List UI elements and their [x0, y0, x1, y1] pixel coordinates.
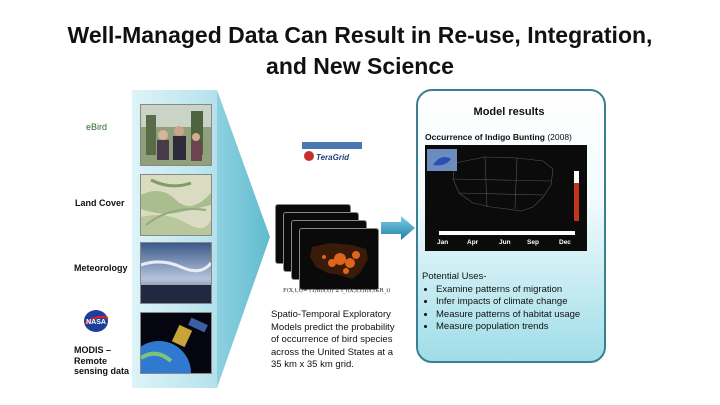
month-axis: Jan Apr Jun Sep Dec: [437, 239, 577, 249]
label-ebird: eBird: [86, 122, 108, 132]
svg-text:TeraGrid: TeraGrid: [316, 153, 350, 162]
panel-title: Model results: [473, 106, 545, 118]
occurrence-year: (2008): [544, 132, 572, 142]
occurrence-species: Occurrence of Indigo Bunting: [425, 132, 545, 142]
month-label: Jun: [499, 239, 511, 246]
month-label: Dec: [559, 239, 571, 246]
model-formula: F(X,t,t)= (1/n(s,t)) Σ f_i(X,s,t)I(s,t∈R…: [283, 288, 391, 294]
meteorology-photo: [140, 242, 212, 304]
svg-text:NASA: NASA: [86, 319, 106, 326]
label-modis: MODIS – Remote sensing data: [74, 345, 130, 376]
title-line-1: Well-Managed Data Can Result in Re-use, …: [67, 22, 653, 48]
month-label: Sep: [527, 239, 539, 246]
modis-satellite-image: [140, 312, 212, 374]
occurrence-map: [425, 145, 587, 251]
label-land-cover: Land Cover: [75, 198, 125, 208]
right-arrow-icon: [381, 216, 415, 240]
land-cover-map: [140, 174, 212, 236]
model-map-front: [299, 228, 379, 290]
teragrid-logo: TeraGrid: [300, 141, 364, 163]
occurrence-caption: Occurrence of Indigo Bunting (2008): [425, 132, 572, 142]
slide-title: Well-Managed Data Can Result in Re-use, …: [0, 20, 720, 82]
use-item: Infer impacts of climate change: [436, 296, 602, 309]
label-meteorology: Meteorology: [74, 263, 128, 273]
nasa-logo: NASA: [84, 310, 109, 332]
model-explanation: Spatio-Temporal Exploratory Models predi…: [271, 309, 395, 370]
uses-heading: Potential Uses-: [422, 271, 487, 282]
use-item: Measure population trends: [436, 321, 602, 334]
title-line-2: and New Science: [266, 53, 454, 79]
use-item: Examine patterns of migration: [436, 284, 602, 297]
potential-uses: Potential Uses- Examine patterns of migr…: [422, 271, 602, 334]
ebird-photo: [140, 104, 212, 166]
use-item: Measure patterns of habitat usage: [436, 309, 602, 322]
month-label: Apr: [467, 239, 479, 246]
month-label: Jan: [437, 239, 449, 246]
